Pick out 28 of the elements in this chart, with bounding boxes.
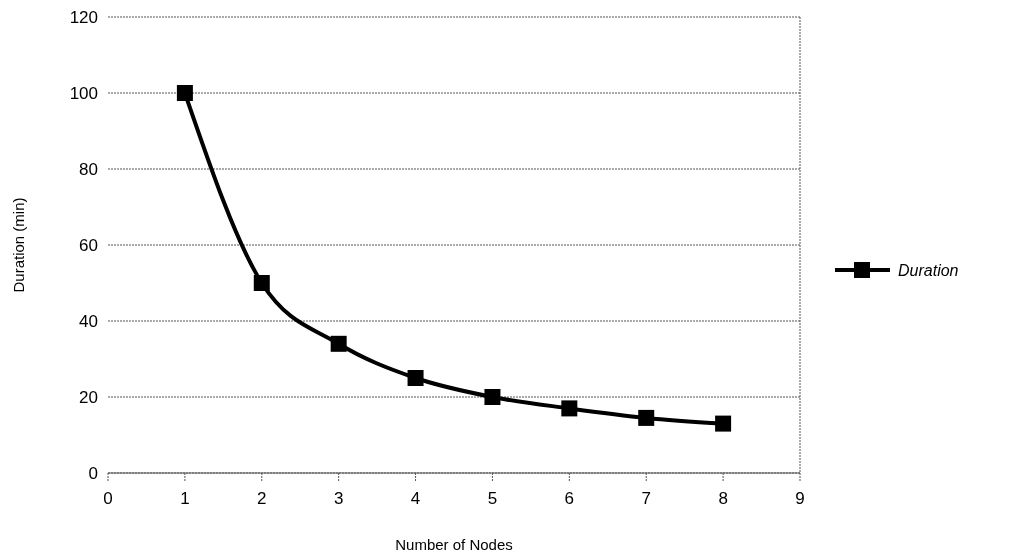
point: [407, 370, 424, 386]
x-tick-label: 5: [487, 489, 498, 508]
x-tick-label: 7: [641, 489, 651, 508]
legend-label: Duration: [898, 262, 959, 279]
x-tick-label: 0: [103, 489, 113, 508]
point: [253, 275, 270, 291]
point: [484, 389, 501, 405]
y-tick-label: 120: [69, 8, 98, 27]
x-axis-title: Number of Nodes: [395, 536, 513, 553]
y-tick-label: 0: [88, 464, 98, 483]
y-tick-label: 60: [79, 236, 98, 255]
y-tick-label: 40: [79, 312, 98, 331]
x-tick-label: 8: [718, 489, 728, 508]
x-tick-label: 9: [795, 489, 805, 508]
y-tick-label: 80: [79, 160, 98, 179]
x-tick-label: 3: [333, 489, 344, 508]
y-tick-label: 100: [69, 84, 98, 103]
point: [638, 409, 655, 426]
x-tick-label: 6: [564, 489, 575, 508]
x-tick-label: 2: [257, 489, 267, 508]
x-tick-label: 4: [410, 489, 421, 508]
point: [561, 400, 578, 417]
point: [715, 415, 732, 432]
x-tick-label: 1: [180, 489, 190, 508]
point: [176, 85, 193, 101]
y-axis-title: Duration (min): [10, 197, 27, 293]
point: [330, 335, 347, 352]
y-tick-label: 20: [79, 388, 98, 407]
